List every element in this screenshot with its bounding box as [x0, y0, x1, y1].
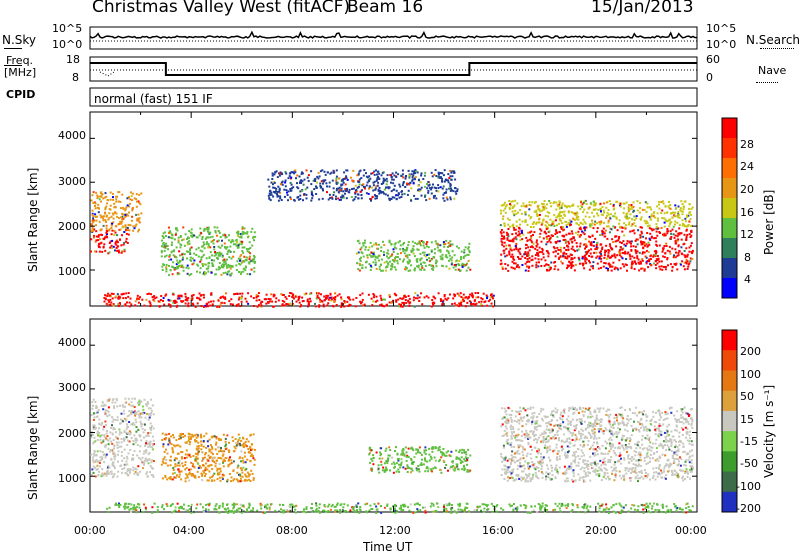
power-cbar-tick-16: 16: [740, 206, 754, 219]
noise-frame: [89, 26, 698, 50]
power-colorbar-frame: [721, 117, 738, 299]
power-cbar-tick-24: 24: [740, 160, 754, 173]
power-colorbar-swatch-2: [722, 158, 737, 179]
power-ytick-3000: 3000: [58, 175, 86, 188]
power-colorbar-swatch-5: [722, 218, 737, 239]
velocity-region-3: [500, 406, 694, 483]
velocity-colorbar-swatch-1: [722, 350, 737, 371]
velocity-ytick-4000: 4000: [58, 336, 86, 349]
nsky-legend-line: [4, 48, 22, 49]
power-region-6: [499, 199, 694, 229]
nave-tick-bottom: 0: [706, 71, 713, 84]
velocity-colorbar-swatch-0: [722, 330, 737, 351]
velocity-colorbar-swatch-6: [722, 451, 737, 473]
vel-cbar-tick-200: 200: [740, 345, 761, 358]
freq-label: Freq.: [6, 54, 34, 67]
nave-label: Nave: [758, 64, 787, 77]
cpid-label: CPID: [6, 88, 36, 101]
power-ytick-2000: 2000: [58, 220, 86, 233]
power-cbar-tick-8: 8: [744, 251, 751, 264]
velocity-region-1: [160, 432, 256, 483]
velocity-colorbar-swatch-7: [722, 471, 737, 493]
nave-legend-line: [756, 82, 778, 83]
date-title: 15/Jan/2013: [591, 0, 694, 17]
xtick-6: 00:00: [675, 524, 707, 537]
power-cbar-tick-4: 4: [744, 273, 751, 286]
vel-cbar-tick-100: 100: [740, 368, 761, 381]
velocity-colorbar-swatch-8: [722, 491, 737, 513]
beam-title: Beam 16: [347, 0, 424, 17]
power-colorbar-swatch-8: [722, 278, 737, 299]
velocity-region-0: [90, 397, 155, 479]
station-title: Christmas Valley West (fitACF): [92, 0, 351, 17]
mhz-label: [MHz]: [4, 66, 37, 79]
xtick-4: 16:00: [482, 524, 514, 537]
vel-cbar-tick-15: 15: [740, 413, 754, 426]
velocity-ytick-3000: 3000: [58, 381, 86, 394]
cpid-frame: [89, 87, 698, 107]
nsearch-tick-top: 10^5: [706, 22, 737, 35]
velocity-region-4: [106, 502, 694, 514]
nsky-tick-top: 10^5: [52, 22, 83, 35]
power-region-5: [499, 226, 694, 272]
nsearch-tick-bottom: 10^0: [706, 38, 737, 51]
power-colorbar-swatch-0: [722, 118, 737, 139]
power-colorbar-swatch-4: [722, 198, 737, 219]
velocity-colorbar-swatch-5: [722, 431, 737, 452]
xtick-5: 20:00: [585, 524, 617, 537]
nsearch-label: N.Search: [746, 33, 800, 47]
power-colorbar-swatch-6: [722, 238, 737, 259]
xtick-0: 00:00: [74, 524, 106, 537]
vel-cbar-tick-m15: -15: [740, 435, 758, 448]
xtick-2: 08:00: [276, 524, 308, 537]
freq-trace: [90, 62, 697, 76]
velocity-ytick-2000: 2000: [58, 427, 86, 440]
xtick-1: 04:00: [173, 524, 205, 537]
power-frame: [89, 111, 698, 307]
freq-tick-top: 18: [66, 53, 80, 66]
freq-legend-line: [4, 65, 22, 66]
power-region-7: [103, 292, 495, 308]
nave-tick-top: 60: [706, 53, 720, 66]
power-cbar-tick-20: 20: [740, 183, 754, 196]
velocity-colorbar-frame: [721, 329, 738, 513]
power-ytick-4000: 4000: [58, 129, 86, 142]
power-cbar-tick-28: 28: [740, 138, 754, 151]
velocity-ytick-1000: 1000: [58, 472, 86, 485]
vel-cbar-tick-m200: -200: [736, 502, 761, 515]
power-colorbar-swatch-1: [722, 138, 737, 159]
power-region-4: [355, 239, 472, 272]
velocity-colorbar-swatch-4: [722, 410, 737, 432]
cpid-value: normal (fast) 151 IF: [94, 92, 213, 106]
power-region-3: [267, 169, 459, 202]
nsearch-legend-line: [760, 48, 794, 49]
xtick-3: 12:00: [379, 524, 411, 537]
xaxis-title: Time UT: [363, 540, 413, 554]
velocity-colorbar-swatch-2: [722, 370, 737, 392]
vel-cbar-tick-m100: -100: [736, 480, 761, 493]
power-cbar-tick-12: 12: [740, 228, 754, 241]
velocity-region-2: [368, 445, 472, 474]
power-colorbar-swatch-3: [722, 178, 737, 199]
power-region-2: [160, 226, 257, 277]
freq-frame: [89, 56, 698, 82]
power-ytick-1000: 1000: [58, 265, 86, 278]
velocity-colorbar-swatch-3: [722, 390, 737, 412]
power-region-1: [90, 191, 143, 233]
freq-tick-bottom: 8: [72, 71, 79, 84]
power-colorbar-swatch-7: [722, 258, 737, 279]
nsky-trace: [89, 30, 698, 40]
vel-cbar-tick-m50: -50: [740, 457, 758, 470]
nsky-tick-bottom: 10^0: [52, 38, 83, 51]
vel-cbar-tick-50: 50: [740, 390, 754, 403]
nsky-label: N.Sky: [2, 33, 37, 47]
